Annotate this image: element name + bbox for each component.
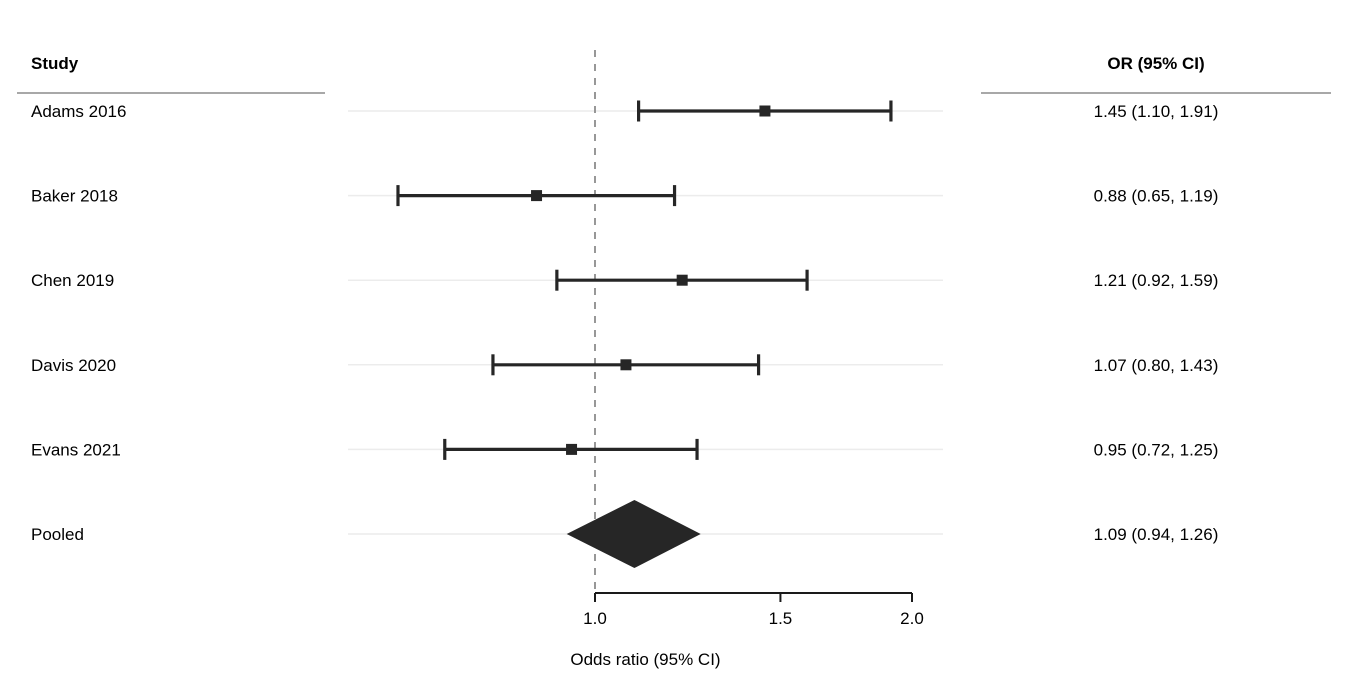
x-axis-tick-label: 1.5 (769, 609, 793, 628)
study-label: Chen 2019 (31, 271, 114, 290)
study-label: Evans 2021 (31, 440, 121, 459)
x-axis-title: Odds ratio (95% CI) (570, 650, 720, 669)
point-estimate-marker (566, 443, 578, 455)
pooled-diamond (566, 500, 701, 568)
x-axis-tick-label: 1.0 (583, 609, 607, 628)
or-column-header: OR (95% CI) (1107, 54, 1205, 73)
or-ci-value: 0.88 (0.65, 1.19) (1094, 187, 1219, 206)
study-label: Davis 2020 (31, 356, 116, 375)
or-ci-value: 1.09 (0.94, 1.26) (1094, 525, 1219, 544)
x-axis-tick-label: 2.0 (900, 609, 924, 628)
point-estimate-marker (759, 105, 771, 117)
study-label: Pooled (31, 525, 84, 544)
point-estimate-marker (676, 274, 688, 286)
or-ci-value: 1.07 (0.80, 1.43) (1094, 356, 1219, 375)
or-ci-value: 0.95 (0.72, 1.25) (1094, 440, 1219, 459)
point-estimate-marker (531, 190, 543, 202)
study-column-header: Study (31, 54, 79, 73)
study-label: Baker 2018 (31, 187, 118, 206)
or-ci-value: 1.21 (0.92, 1.59) (1094, 271, 1219, 290)
study-label: Adams 2016 (31, 102, 126, 121)
or-ci-value: 1.45 (1.10, 1.91) (1094, 102, 1219, 121)
point-estimate-marker (620, 359, 632, 371)
